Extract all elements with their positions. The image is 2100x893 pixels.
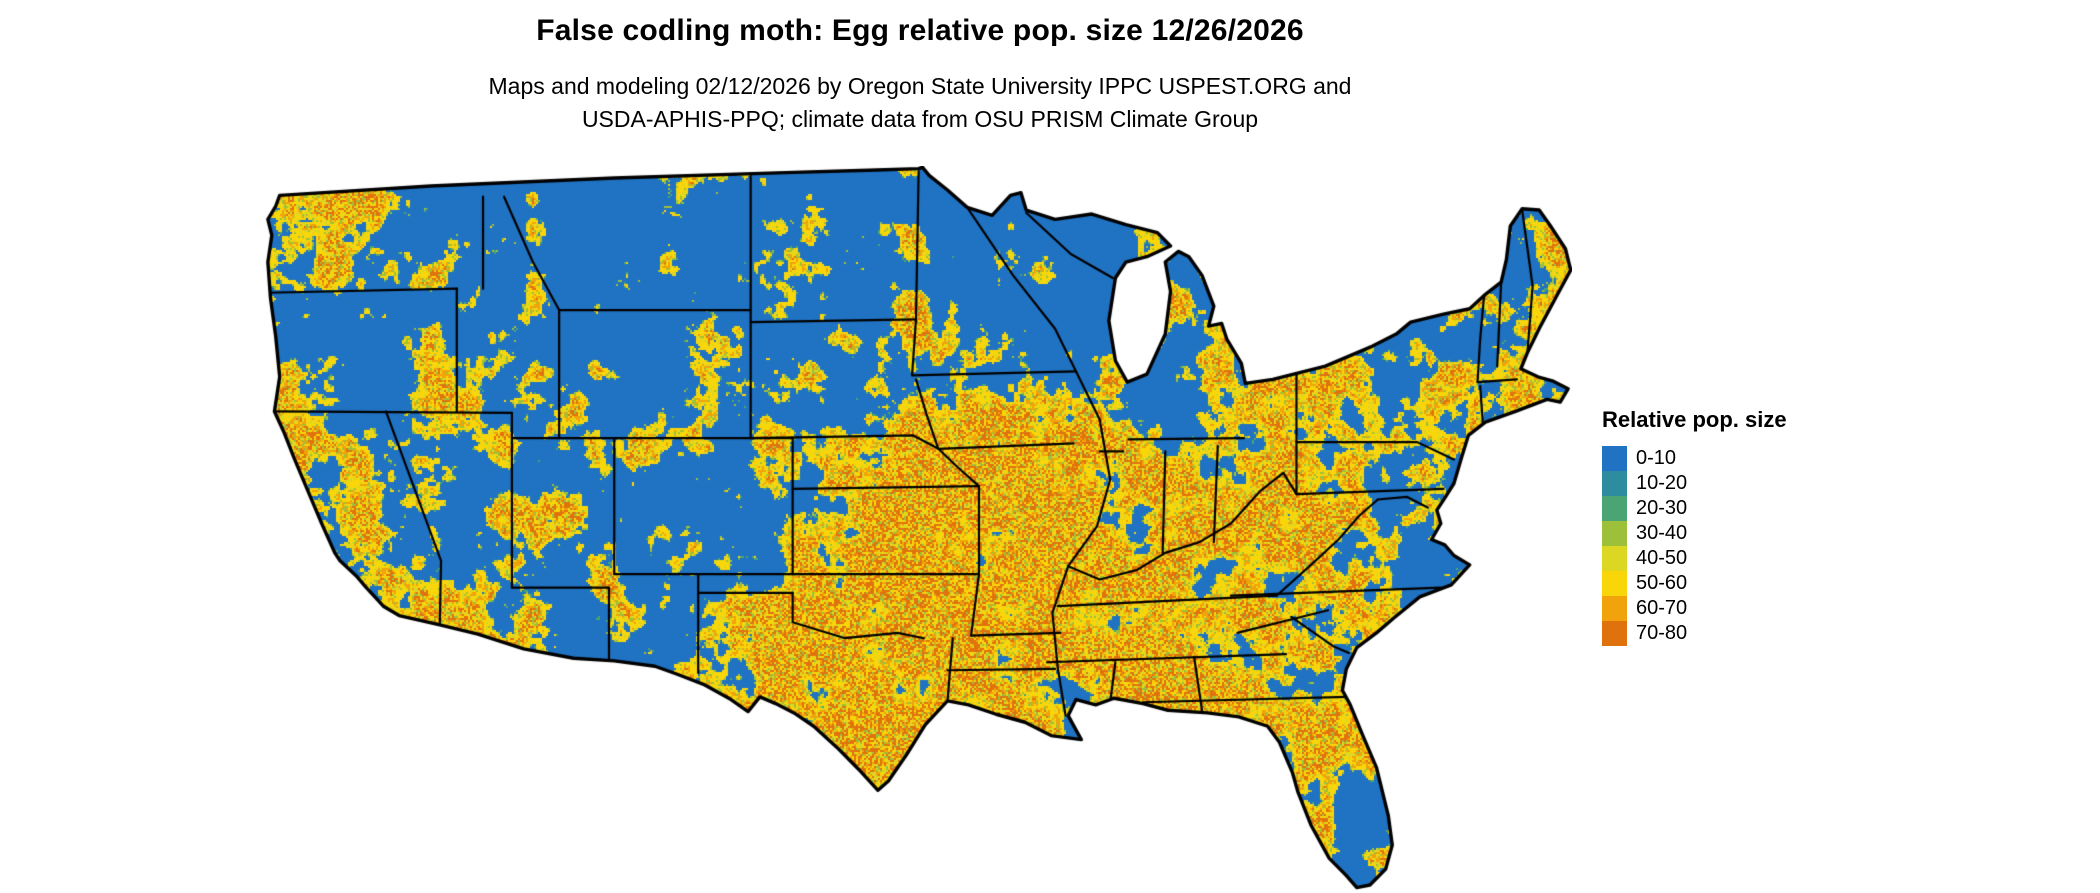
legend-swatch xyxy=(1602,546,1627,571)
us-map-canvas xyxy=(260,166,1572,893)
legend-swatch xyxy=(1602,446,1627,471)
legend-item: 0-10 xyxy=(1602,446,1787,471)
legend-swatch xyxy=(1602,471,1627,496)
legend-item: 20-30 xyxy=(1602,496,1787,521)
legend-title: Relative pop. size xyxy=(1602,407,1787,432)
legend-item: 10-20 xyxy=(1602,471,1787,496)
figure-subtitle-line1: Maps and modeling 02/12/2026 by Oregon S… xyxy=(488,73,1352,99)
legend-label: 70-80 xyxy=(1636,622,1688,644)
legend-swatch xyxy=(1602,521,1627,546)
legend-item: 60-70 xyxy=(1602,596,1787,621)
legend-swatch xyxy=(1602,571,1627,596)
figure-title: False codling moth: Egg relative pop. si… xyxy=(536,14,1304,47)
legend-item: 50-60 xyxy=(1602,571,1787,596)
legend-item: 70-80 xyxy=(1602,621,1787,646)
legend-label: 20-30 xyxy=(1636,497,1688,519)
legend-swatch xyxy=(1602,596,1627,621)
legend-label: 60-70 xyxy=(1636,597,1688,619)
figure-header: False codling moth: Egg relative pop. si… xyxy=(0,14,1840,136)
figure-subtitle-line2: USDA-APHIS-PPQ; climate data from OSU PR… xyxy=(581,106,1259,132)
legend-swatch xyxy=(1602,621,1627,646)
legend-item: 30-40 xyxy=(1602,521,1787,546)
legend-label: 10-20 xyxy=(1636,472,1688,494)
legend-label: 40-50 xyxy=(1636,547,1688,569)
legend-label: 30-40 xyxy=(1636,522,1688,544)
legend-swatch xyxy=(1602,496,1627,521)
legend: Relative pop. size 0-10 10-20 20-30 30-4… xyxy=(1602,407,1787,646)
legend-label: 50-60 xyxy=(1636,572,1688,594)
legend-label: 0-10 xyxy=(1636,447,1677,469)
legend-item: 40-50 xyxy=(1602,546,1787,571)
